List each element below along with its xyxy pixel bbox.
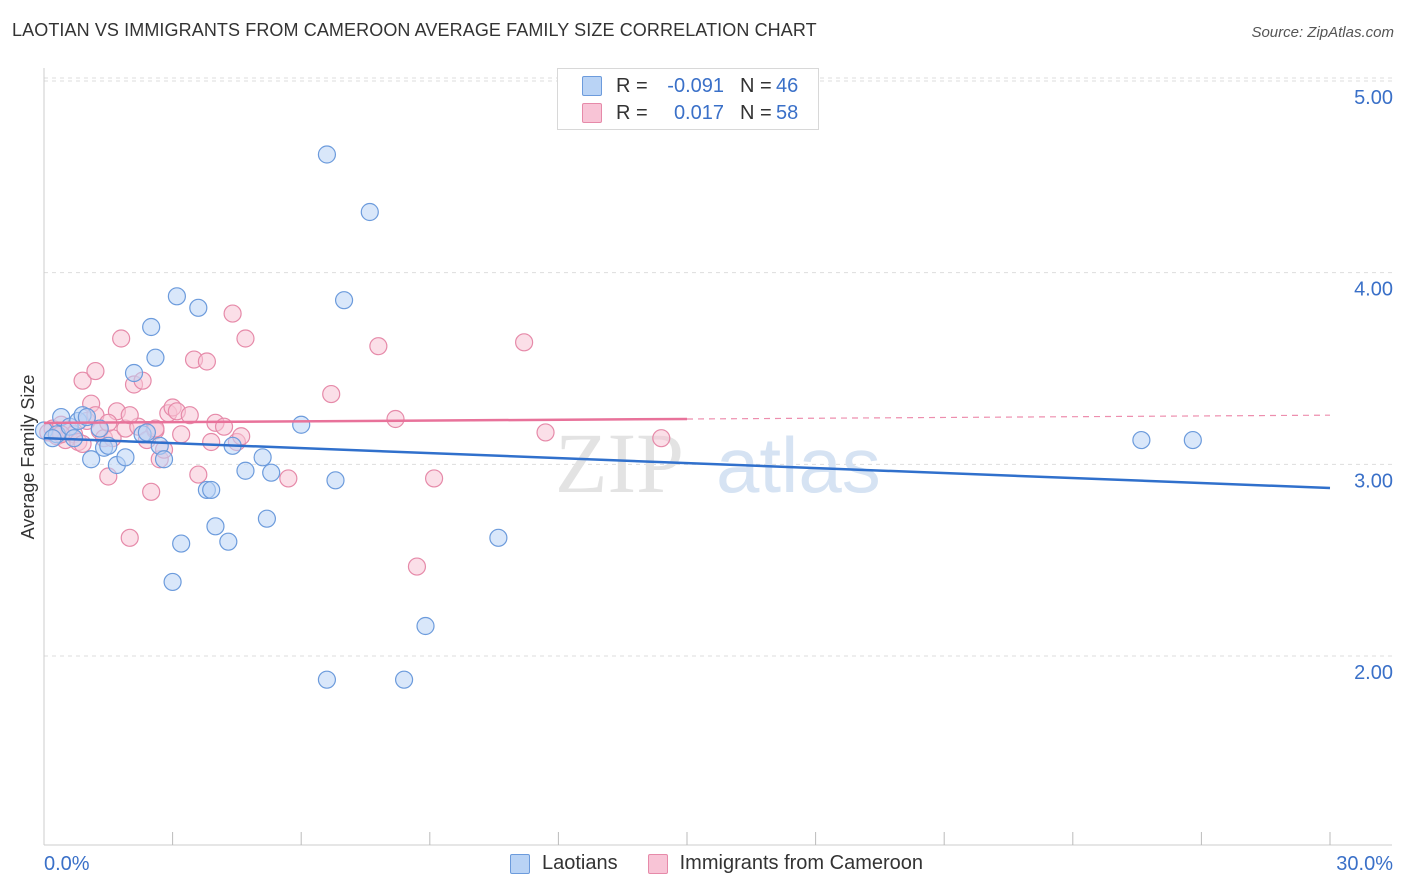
data-point [146,348,165,367]
trend-lines [43,414,1331,490]
legend-r-value: -0.091 [667,74,724,97]
data-point [292,415,311,434]
data-point [223,304,242,323]
data-point [253,448,272,467]
data-point [536,423,555,442]
data-point [236,329,255,348]
stats-legend: R = -0.091 N = 46 R = 0.017 N = 58 [557,68,819,130]
data-point [86,361,105,381]
legend-label-cameroon: Immigrants from Cameroon [679,852,924,874]
data-point [257,509,277,528]
legend-r-label: R = [616,74,648,97]
legend-item-laotians[interactable]: Laotians [510,852,618,875]
data-point [120,528,139,547]
data-point [489,528,508,547]
data-point [202,432,221,452]
series-legend: Laotians Immigrants from Cameroon [510,852,953,875]
data-point [360,202,379,222]
data-point [652,429,671,448]
data-point [219,532,238,551]
data-point [82,450,101,469]
data-point [326,471,345,490]
data-point [317,145,337,164]
trend-line [43,417,688,425]
data-point [424,469,444,488]
legend-swatch-blue [582,76,602,96]
data-point [163,572,182,592]
data-point [322,384,341,404]
data-point [369,337,388,356]
axes [43,68,1392,846]
data-point [236,461,255,480]
data-point [142,482,161,501]
legend-n-label: N = [740,74,772,97]
data-point [334,291,354,310]
legend-item-cameroon[interactable]: Immigrants from Cameroon [647,852,924,875]
data-point [279,469,298,488]
data-point [1183,430,1202,450]
legend-swatch-pink [582,103,602,123]
chart-title: LAOTIAN VS IMMIGRANTS FROM CAMEROON AVER… [12,20,817,40]
y-tick-label: 3.00 [1354,470,1393,492]
legend-swatch-pink [647,853,668,874]
chart-source: Source: ZipAtlas.com [1251,24,1394,41]
legend-n-value: 46 [776,74,799,97]
data-point [73,371,92,390]
data-point [189,465,208,484]
legend-swatch-blue [510,853,530,874]
data-point [154,450,174,469]
data-point [515,333,534,352]
trend-line [43,436,1331,490]
data-point [1132,430,1151,450]
data-point [90,419,109,438]
data-point [206,517,225,536]
tick-labels: 2.00 3.00 4.00 5.00 0.0% 30.0% [44,87,1393,875]
data-point [407,557,427,576]
y-tick-label: 2.00 [1354,662,1393,684]
x-tick-label-min: 0.0% [44,853,90,875]
legend-r-label: R = [616,101,648,124]
y-tick-label: 5.00 [1354,87,1393,109]
data-point [112,329,131,348]
data-point [180,406,199,425]
data-point [172,425,191,444]
data-point [116,448,135,467]
y-axis-label: Average Family Size [18,375,38,540]
legend-row-cameroon: R = 0.017 N = 58 [582,100,798,126]
data-point [317,670,337,689]
data-point [416,616,435,636]
legend-n-value: 58 [776,101,799,124]
grid-lines [44,77,1392,657]
data-point [124,363,144,383]
legend-label-laotians: Laotians [542,852,618,874]
data-point [137,423,156,442]
data-point [394,670,414,689]
legend-row-laotians: R = -0.091 N = 46 [582,73,798,99]
data-point [262,463,281,482]
data-point [202,480,221,500]
x-tick-label-max: 30.0% [1336,853,1393,875]
data-point [386,409,405,429]
data-point [120,406,139,425]
legend-r-value: 0.017 [673,101,724,124]
data-point [189,298,208,317]
data-point [167,287,186,306]
data-point [172,534,191,553]
data-point [197,352,216,371]
y-tick-label: 4.00 [1354,279,1393,301]
data-point [142,317,161,337]
trend-line-extension [686,414,1331,420]
legend-n-label: N = [740,101,772,124]
